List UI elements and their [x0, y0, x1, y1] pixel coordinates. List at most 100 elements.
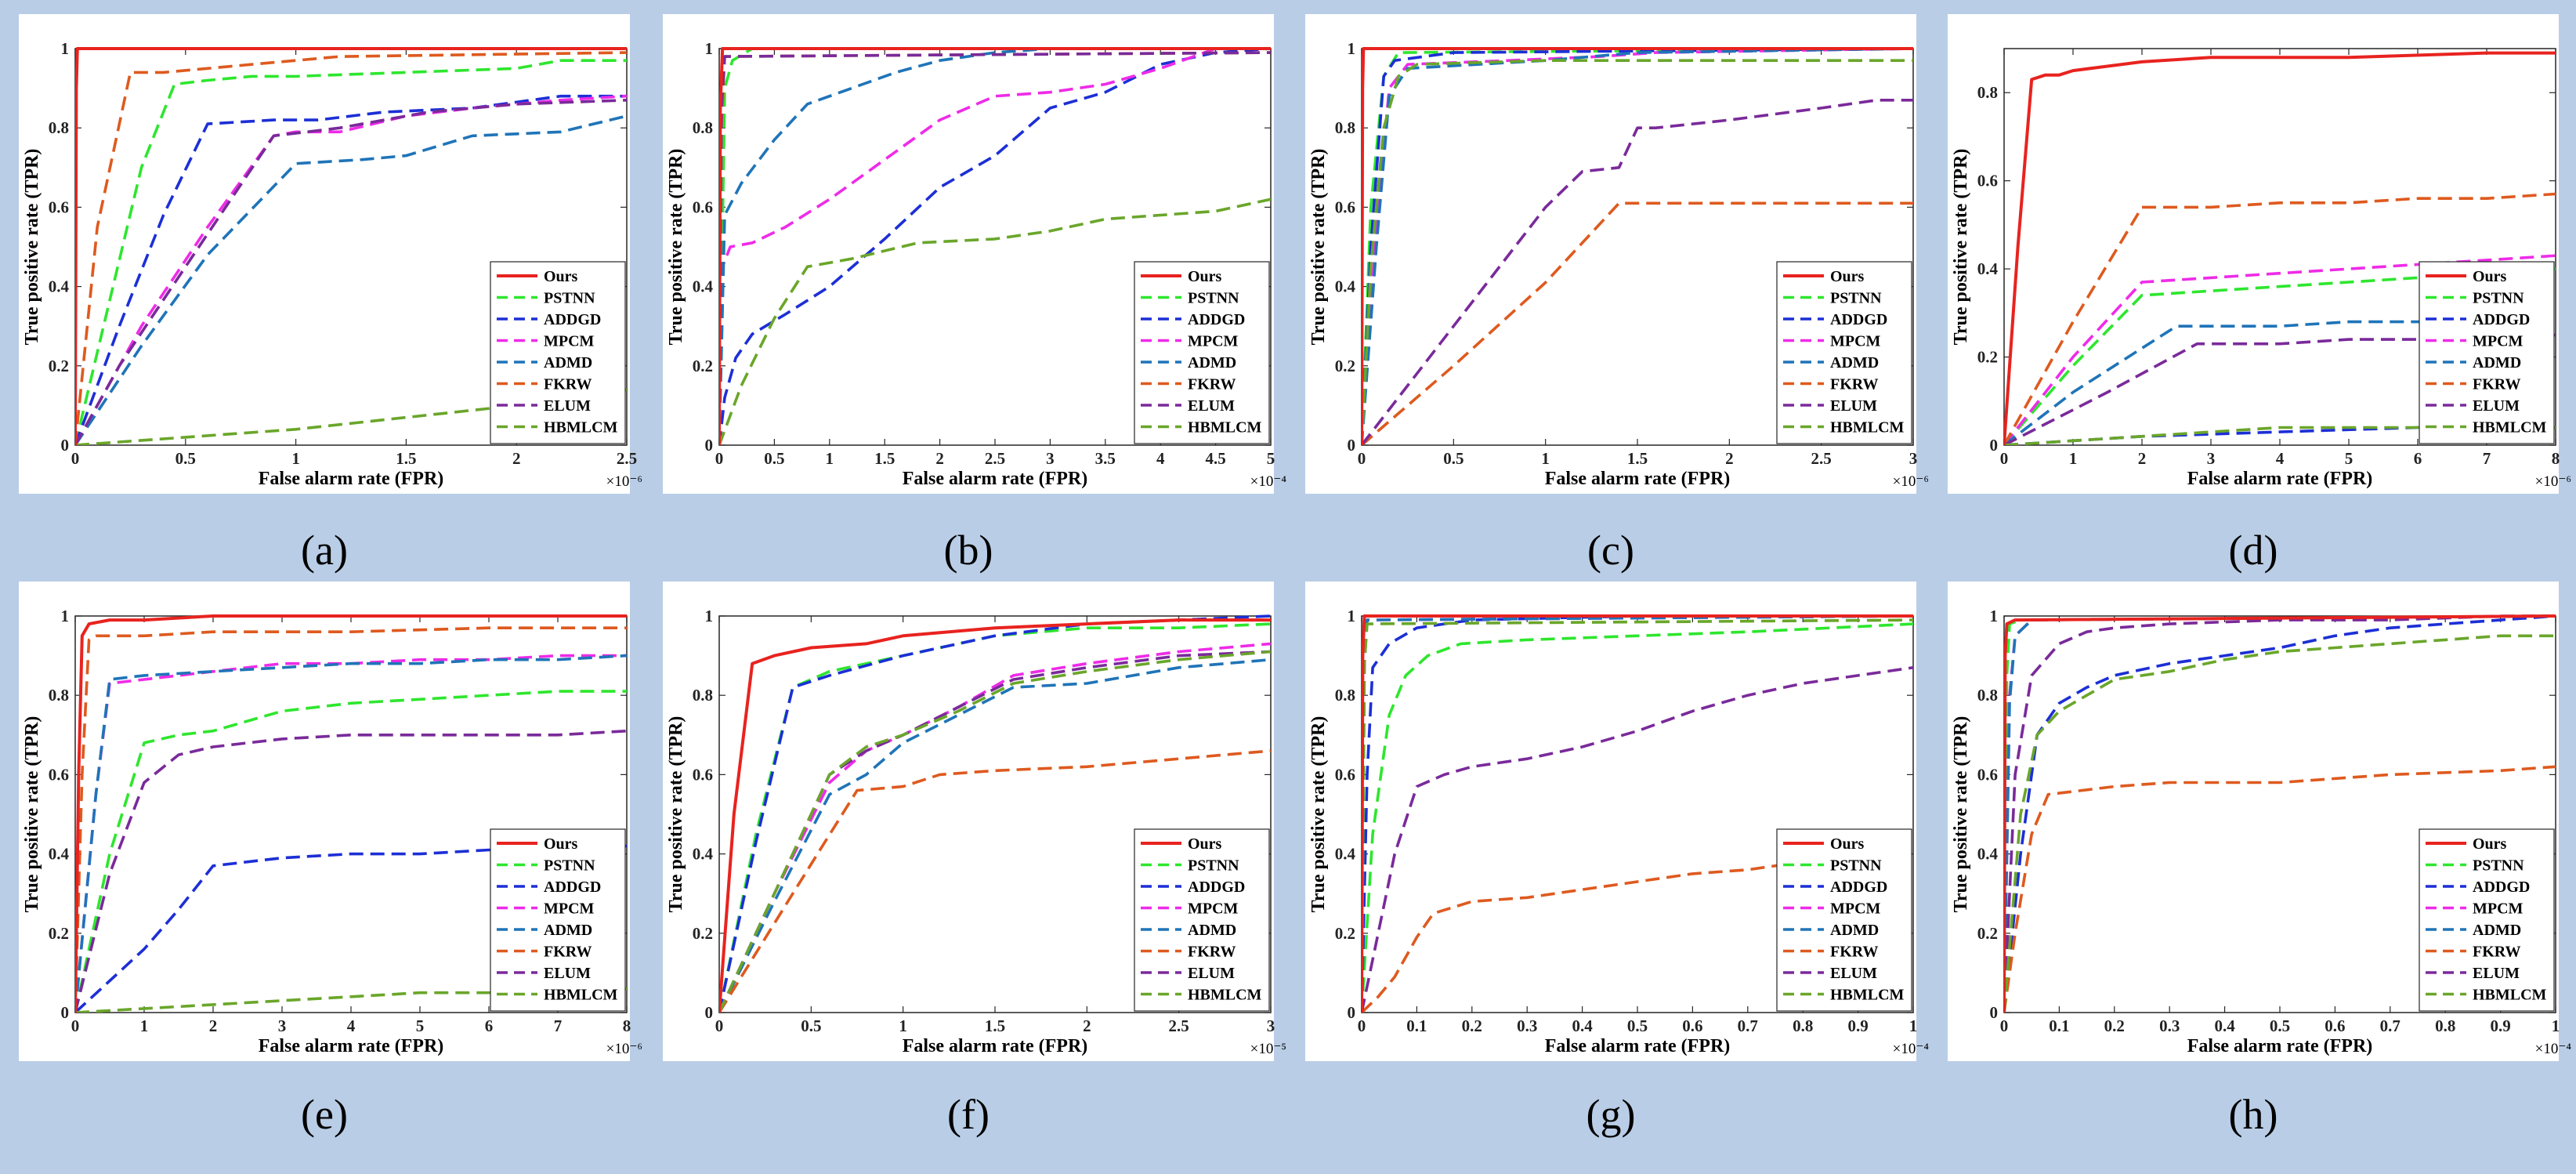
x-axis-multiplier: ×10⁻⁶: [606, 473, 642, 490]
y-tick-label: 0.8: [1335, 118, 1355, 137]
x-tick-label: 0: [71, 449, 80, 468]
legend-label-pstnn: PSTNN: [1830, 290, 1882, 307]
x-tick-label: 0.6: [1682, 1016, 1702, 1035]
x-tick-label: 2: [1083, 1016, 1091, 1035]
legend-label-addgd: ADDGD: [1188, 311, 1245, 328]
x-tick-label: 0.7: [2380, 1016, 2401, 1035]
y-tick-label: 0.4: [1977, 845, 1999, 864]
y-axis-label: True positive rate (TPR): [22, 149, 42, 346]
panel-caption: (e): [301, 1091, 348, 1138]
y-axis-label: True positive rate (TPR): [1951, 149, 1971, 346]
series-line-hbmlcm: [1362, 59, 1913, 445]
y-axis-label: True positive rate (TPR): [1308, 716, 1329, 913]
x-tick-label: 0.6: [2325, 1016, 2345, 1035]
chart-panel-h: 0 0.1 0.2 0.3 0.4 0.5 0.6 0.7 0.8 0.9 1 0 0.2 0.4 0.6 0…: [1948, 582, 2571, 1061]
x-tick-label: 1.5: [396, 449, 416, 468]
x-axis-multiplier: ×10⁻⁴: [2535, 1041, 2572, 1057]
y-axis-label: True positive rate (TPR): [666, 149, 686, 346]
legend-label-mpcm: MPCM: [1830, 333, 1881, 350]
x-tick-label: 0.3: [1517, 1016, 1537, 1035]
series-line-fkrw: [719, 749, 1271, 1013]
x-axis-multiplier: ×10⁻⁶: [1893, 473, 1929, 490]
x-tick-label: 1.5: [874, 449, 895, 468]
series-line-elum: [75, 729, 627, 1013]
legend-label-ours: Ours: [1188, 268, 1222, 285]
panel-caption: (c): [1587, 527, 1634, 574]
y-tick-label: 1: [61, 607, 70, 625]
x-tick-label: 2: [935, 449, 944, 468]
x-tick-label: 0: [715, 449, 724, 468]
legend-label-admd: ADMD: [544, 354, 592, 371]
x-tick-label: 2: [209, 1016, 218, 1035]
series-line-pstnn: [2004, 267, 2556, 445]
y-tick-label: 0: [1990, 436, 1999, 455]
x-tick-label: 6: [2414, 449, 2422, 468]
series-line-elum: [719, 51, 1271, 445]
legend-label-hbmlcm: HBMLCM: [2473, 419, 2547, 437]
legend-label-ours: Ours: [1830, 835, 1865, 853]
panel-caption: (g): [1586, 1091, 1636, 1138]
series-line-pstnn: [75, 59, 627, 445]
legend-label-hbmlcm: HBMLCM: [1188, 987, 1262, 1004]
legend-label-hbmlcm: HBMLCM: [1188, 419, 1262, 437]
x-tick-label: 0: [715, 1016, 724, 1035]
y-tick-label: 0.6: [693, 197, 713, 216]
legend-label-pstnn: PSTNN: [1188, 290, 1239, 307]
y-tick-label: 1: [1990, 607, 1999, 625]
x-tick-label: 5: [1267, 449, 1275, 468]
series-line-hbmlcm: [2004, 634, 2556, 1013]
x-tick-label: 0.5: [801, 1016, 821, 1035]
series-line-hbmlcm: [719, 197, 1271, 445]
panel-caption: (f): [947, 1091, 990, 1138]
y-tick-label: 0.6: [1335, 765, 1355, 784]
legend-box: [490, 261, 626, 444]
y-tick-label: 0.8: [1335, 686, 1355, 705]
legend-label-fkrw: FKRW: [2473, 376, 2521, 393]
x-axis-label: False alarm rate (FPR): [903, 469, 1088, 489]
y-tick-label: 1: [1348, 39, 1356, 58]
x-tick-label: 0.4: [2214, 1016, 2235, 1035]
x-tick-label: 4: [347, 1016, 356, 1035]
x-tick-label: 2.5: [1169, 1016, 1189, 1035]
x-tick-label: 4: [1156, 449, 1165, 468]
legend-label-ours: Ours: [2473, 835, 2507, 853]
legend-label-mpcm: MPCM: [1188, 333, 1239, 350]
y-tick-label: 0.8: [49, 686, 69, 705]
y-tick-label: 0: [1348, 1003, 1356, 1022]
y-tick-label: 0.8: [693, 686, 713, 705]
panel-caption: (a): [301, 527, 348, 574]
series-line-hbmlcm: [719, 650, 1271, 1013]
x-tick-label: 0.9: [2490, 1016, 2510, 1035]
series-line-mpcm: [719, 642, 1271, 1013]
legend-box: [1134, 261, 1270, 444]
y-tick-label: 0.6: [49, 197, 69, 216]
legend-box: [490, 828, 626, 1012]
y-tick-label: 0.6: [693, 765, 713, 784]
x-tick-label: 0.7: [1738, 1016, 1758, 1035]
chart-panel-e: 0 1 2 3 4 5 6 7 8 0 0.2 0.4 0.6 0.8 1 False alarm rate …: [19, 582, 642, 1061]
y-tick-label: 0.2: [693, 357, 713, 375]
series-line-ours: [2004, 614, 2556, 1013]
series-line-ours: [1362, 614, 1913, 1013]
y-tick-label: 0.6: [1977, 172, 1998, 190]
x-tick-label: 2.5: [985, 449, 1005, 468]
legend-label-ours: Ours: [544, 835, 578, 853]
legend-label-pstnn: PSTNN: [2473, 290, 2524, 307]
x-tick-label: 0.1: [2049, 1016, 2069, 1035]
legend-label-hbmlcm: HBMLCM: [544, 419, 618, 437]
series-line-admd: [75, 654, 627, 1013]
x-tick-label: 3: [1046, 449, 1055, 468]
legend-label-mpcm: MPCM: [1830, 900, 1881, 918]
legend-box: [1776, 261, 1912, 444]
legend-label-admd: ADMD: [2473, 922, 2521, 939]
series-line-elum: [2004, 614, 2556, 1013]
legend-label-elum: ELUM: [1830, 397, 1877, 415]
x-tick-label: 0.9: [1847, 1016, 1868, 1035]
y-tick-label: 0.8: [49, 118, 69, 137]
x-tick-label: 1: [826, 449, 834, 468]
series-line-fkrw: [75, 51, 627, 445]
x-tick-label: 8: [2552, 449, 2560, 468]
legend-label-admd: ADMD: [1188, 354, 1236, 371]
